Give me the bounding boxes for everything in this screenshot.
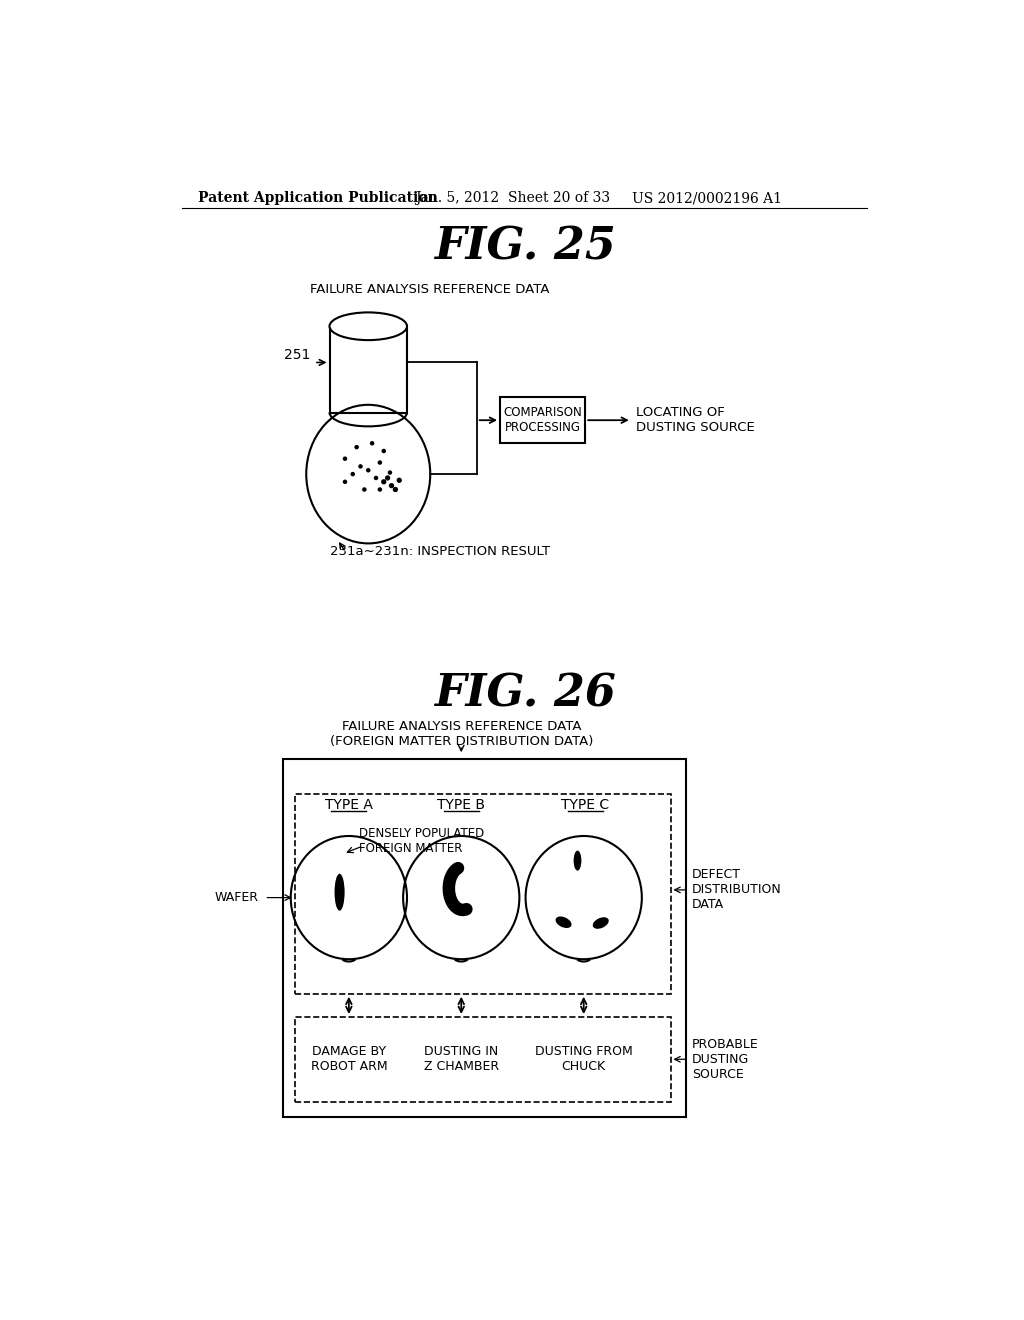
Ellipse shape — [556, 916, 571, 928]
Text: DENSELY POPULATED
FOREIGN MATTER: DENSELY POPULATED FOREIGN MATTER — [359, 826, 484, 855]
Text: Patent Application Publication: Patent Application Publication — [198, 191, 437, 206]
Text: FIG. 26: FIG. 26 — [434, 672, 615, 715]
Circle shape — [386, 477, 389, 480]
Text: TYPE B: TYPE B — [437, 799, 485, 812]
Circle shape — [359, 465, 362, 469]
Text: US 2012/0002196 A1: US 2012/0002196 A1 — [632, 191, 781, 206]
Ellipse shape — [335, 874, 345, 911]
Text: WAFER: WAFER — [214, 891, 258, 904]
Text: PROBABLE
DUSTING
SOURCE: PROBABLE DUSTING SOURCE — [692, 1038, 759, 1081]
Text: DUSTING FROM
CHUCK: DUSTING FROM CHUCK — [535, 1045, 633, 1073]
Circle shape — [393, 487, 397, 491]
Circle shape — [343, 457, 346, 461]
Text: FAILURE ANALYSIS REFERENCE DATA: FAILURE ANALYSIS REFERENCE DATA — [310, 282, 550, 296]
Circle shape — [382, 449, 385, 453]
Text: Jan. 5, 2012: Jan. 5, 2012 — [415, 191, 499, 206]
Circle shape — [378, 461, 381, 465]
Ellipse shape — [330, 313, 407, 341]
Circle shape — [375, 477, 378, 479]
Ellipse shape — [573, 850, 582, 871]
Circle shape — [371, 442, 374, 445]
Text: FIG. 25: FIG. 25 — [434, 226, 615, 268]
Circle shape — [382, 480, 386, 483]
Ellipse shape — [593, 917, 608, 929]
Circle shape — [362, 488, 366, 491]
Circle shape — [388, 471, 391, 474]
Text: LOCATING OF
DUSTING SOURCE: LOCATING OF DUSTING SOURCE — [636, 407, 755, 434]
Text: DEFECT
DISTRIBUTION
DATA: DEFECT DISTRIBUTION DATA — [692, 869, 782, 911]
Text: DAMAGE BY
ROBOT ARM: DAMAGE BY ROBOT ARM — [310, 1045, 387, 1073]
Circle shape — [343, 480, 346, 483]
Circle shape — [378, 488, 381, 491]
Circle shape — [389, 483, 393, 487]
Text: Sheet 20 of 33: Sheet 20 of 33 — [508, 191, 610, 206]
Text: 251: 251 — [284, 347, 310, 362]
Text: DUSTING IN
Z CHAMBER: DUSTING IN Z CHAMBER — [424, 1045, 499, 1073]
Text: TYPE A: TYPE A — [325, 799, 373, 812]
Text: TYPE C: TYPE C — [561, 799, 609, 812]
Text: COMPARISON
PROCESSING: COMPARISON PROCESSING — [503, 407, 582, 434]
Text: FAILURE ANALYSIS REFERENCE DATA
(FOREIGN MATTER DISTRIBUTION DATA): FAILURE ANALYSIS REFERENCE DATA (FOREIGN… — [330, 721, 593, 748]
Circle shape — [351, 473, 354, 475]
Text: 231a∼231n: INSPECTION RESULT: 231a∼231n: INSPECTION RESULT — [330, 545, 550, 557]
Circle shape — [397, 478, 401, 482]
Circle shape — [355, 446, 358, 449]
Circle shape — [367, 469, 370, 471]
